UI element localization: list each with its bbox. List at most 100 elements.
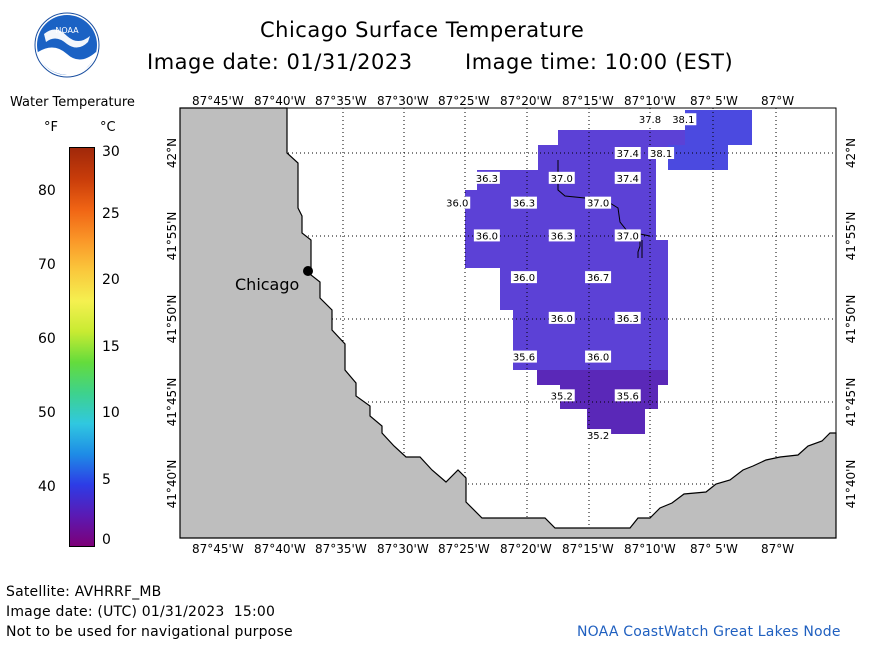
- temperature-value: 35.2: [551, 391, 573, 402]
- temperature-label: 36.0: [510, 271, 537, 284]
- temperature-label-box: [585, 350, 612, 363]
- temperature-value: 36.3: [551, 231, 573, 242]
- temperature-label: 35.6: [510, 350, 537, 364]
- c-tick: 15: [102, 339, 120, 355]
- lon-label-top: 87° 5'W: [690, 94, 738, 108]
- temperature-value: 36.0: [587, 353, 609, 364]
- lat-label-right: 42°N: [844, 137, 858, 169]
- temperature-label-box: [585, 196, 612, 209]
- temperature-value: 38.1: [650, 149, 672, 160]
- temperature-value: 36.3: [513, 199, 535, 210]
- temperature-value: 35.2: [587, 431, 609, 442]
- legend-unit-f: °F: [44, 120, 58, 135]
- lat-label-right: 41°55'N: [844, 211, 858, 261]
- temperature-value: 37.4: [617, 149, 639, 160]
- f-tick: 40: [38, 479, 56, 495]
- lat-label-right: 41°40'N: [844, 459, 858, 509]
- image-date: Image date: 01/31/2023: [147, 50, 413, 74]
- city-label: Chicago: [235, 275, 300, 294]
- temperature-value: 36.0: [513, 273, 535, 284]
- temperature-value: 36.0: [476, 231, 498, 242]
- temperature-label: 37.4: [614, 171, 641, 185]
- lon-label-top: 87°25'W: [438, 94, 490, 108]
- temperature-labels: 37.8 38.1 37.4 38.1 36.3 37.0 37.4 36.0 36.3 37.0…: [444, 113, 697, 442]
- temperature-label-box: [614, 147, 641, 159]
- temperature-label: 35.6: [614, 389, 641, 402]
- temperature-value: 37.0: [587, 199, 609, 210]
- temperature-label: 37.0: [548, 171, 575, 185]
- temperature-label-box: [614, 311, 641, 324]
- lat-label-left: 42°N: [165, 137, 179, 169]
- graticule: [180, 108, 836, 538]
- temperature-value: 38.1: [672, 115, 694, 126]
- lon-label-bottom: 87°15'W: [562, 542, 614, 556]
- map-title: Chicago Surface Temperature: [260, 18, 585, 42]
- lon-label-top: 87°35'W: [315, 94, 367, 108]
- temperature-label-box: [614, 229, 641, 242]
- temperature-label: 36.0: [585, 350, 612, 364]
- credit-link[interactable]: NOAA CoastWatch Great Lakes Node: [577, 624, 841, 640]
- lat-label-left: 41°40'N: [165, 459, 179, 509]
- lat-label-right: 41°50'N: [844, 294, 858, 344]
- lon-label-bottom: 87°20'W: [500, 542, 552, 556]
- lat-label-left: 41°50'N: [165, 294, 179, 344]
- temperature-label-box: [548, 171, 575, 184]
- temperature-value: 36.3: [617, 314, 639, 325]
- temperature-label-box: [473, 171, 500, 184]
- temperature-label: 36.3: [614, 311, 641, 325]
- temperature-label-box: [670, 113, 697, 126]
- temperature-value: 37.8: [639, 115, 661, 126]
- temperature-label: 38.1: [648, 147, 675, 160]
- temperature-value: 36.0: [551, 314, 573, 325]
- temperature-label: 36.3: [473, 171, 500, 185]
- lon-label-top: 87°40'W: [254, 94, 306, 108]
- lon-label-bottom: 87°30'W: [377, 542, 429, 556]
- temperature-label: 36.0: [473, 229, 500, 242]
- temperature-label: 36.0: [548, 311, 575, 325]
- lon-label-bottom: 87°35'W: [315, 542, 367, 556]
- temperature-value: 35.6: [513, 353, 535, 364]
- temperature-label: 36.0: [444, 196, 471, 210]
- c-tick: 25: [102, 206, 120, 222]
- temperature-label: 35.2: [548, 389, 575, 402]
- f-tick: 60: [38, 331, 56, 347]
- c-tick: 0: [102, 532, 111, 548]
- temperature-label-box: [585, 271, 612, 284]
- temperature-label-box: [548, 229, 575, 242]
- lon-label-top: 87°W: [761, 94, 795, 108]
- temperature-label: 35.2: [585, 429, 612, 442]
- lon-label-top: 87°15'W: [562, 94, 614, 108]
- f-tick: 70: [38, 257, 56, 273]
- lon-label-bottom: 87°W: [761, 542, 795, 556]
- lat-label-right: 41°45'N: [844, 377, 858, 427]
- legend-unit-c: °C: [100, 120, 116, 135]
- c-tick: 20: [102, 272, 120, 288]
- temperature-label-box: [473, 229, 500, 242]
- f-tick: 80: [38, 183, 56, 199]
- temperature-value: 35.6: [617, 391, 639, 402]
- temperature-value: 36.7: [587, 273, 609, 284]
- temperature-label: 38.1: [670, 113, 697, 126]
- lon-label-top: 87°20'W: [500, 94, 552, 108]
- lon-label-bottom: 87°10'W: [624, 542, 676, 556]
- temperature-value: 36.0: [446, 199, 468, 210]
- temperature-label-box: [510, 196, 537, 209]
- c-tick: 10: [102, 405, 120, 421]
- temperature-label-box: [585, 429, 612, 442]
- satellite-info: Satellite: AVHRRF_MB: [6, 584, 162, 600]
- temperature-label-box: [636, 113, 663, 126]
- lon-label-bottom: 87°25'W: [438, 542, 490, 556]
- legend-title: Water Temperature: [10, 95, 135, 110]
- lon-label-top: 87°30'W: [377, 94, 429, 108]
- temperature-label-box: [614, 171, 641, 184]
- color-scale-bar: [69, 147, 95, 547]
- lat-label-left: 41°55'N: [165, 211, 179, 261]
- temperature-label: 36.3: [548, 229, 575, 242]
- river-line: [557, 160, 651, 258]
- temperature-value: 37.0: [551, 174, 573, 185]
- temperature-label: 36.7: [585, 271, 612, 284]
- temperature-label-box: [548, 311, 575, 324]
- lat-label-left: 41°45'N: [165, 377, 179, 427]
- temperature-label: 37.0: [614, 229, 641, 242]
- noaa-logo: NOAA: [34, 12, 100, 78]
